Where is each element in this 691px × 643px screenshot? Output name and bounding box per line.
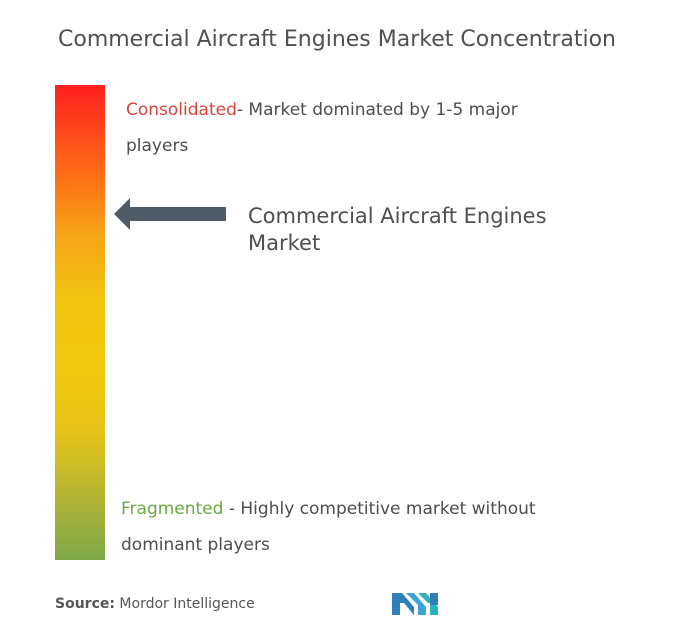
consolidated-label: Consolidated- Market dominated by 1-5 ma… xyxy=(126,92,566,164)
chart-title: Commercial Aircraft Engines Market Conce… xyxy=(58,27,617,52)
concentration-scale-bar xyxy=(55,85,105,560)
source-prefix: Source: xyxy=(55,596,115,612)
market-position-label: Commercial Aircraft Engines Market xyxy=(248,204,547,255)
market-position-arrow-icon xyxy=(114,198,226,230)
consolidated-term: Consolidated xyxy=(126,100,237,120)
fragmented-term: Fragmented xyxy=(121,499,224,519)
mordor-intelligence-logo-icon xyxy=(392,593,438,615)
fragmented-description: - Highly competitive market without domi… xyxy=(121,499,536,555)
fragmented-label: Fragmented - Highly competitive market w… xyxy=(121,491,591,563)
source-credit: Source: Mordor Intelligence xyxy=(55,596,255,612)
source-name: Mordor Intelligence xyxy=(114,596,255,612)
consolidated-description: - Market dominated by 1-5 major players xyxy=(126,100,518,156)
